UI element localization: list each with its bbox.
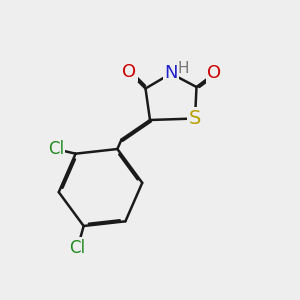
Text: S: S [189, 109, 201, 128]
Text: Cl: Cl [70, 238, 86, 256]
Text: O: O [207, 64, 222, 82]
Text: N: N [164, 64, 178, 82]
Text: H: H [178, 61, 189, 76]
Text: Cl: Cl [48, 140, 64, 158]
Text: O: O [122, 63, 136, 81]
